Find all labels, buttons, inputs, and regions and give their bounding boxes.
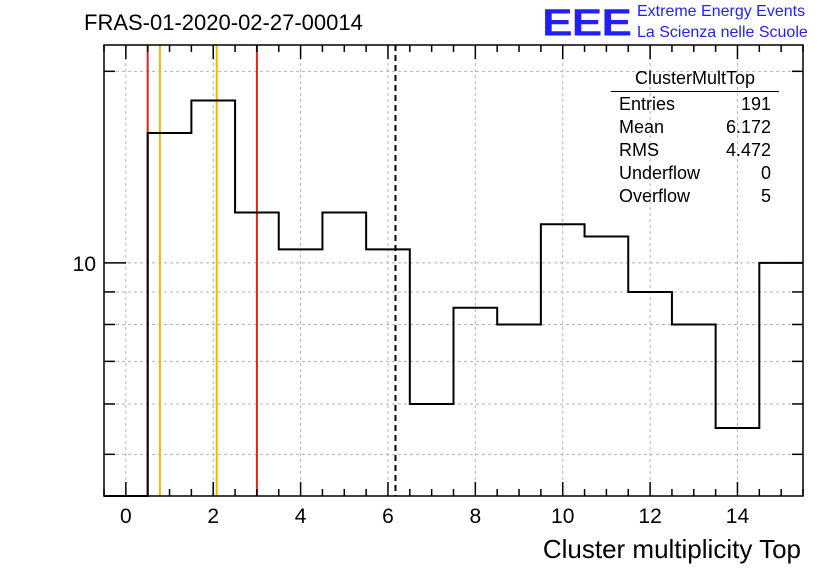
stats-label: RMS [619, 140, 659, 160]
stats-value: 6.172 [725, 117, 771, 137]
logo-line-1: Extreme Energy Events [637, 3, 806, 20]
stats-row-overflow: Overflow 5 [611, 185, 779, 208]
stats-row-underflow: Underflow 0 [611, 162, 779, 185]
x-tick-label: 8 [470, 505, 482, 528]
y-tick-labels: 10 [73, 253, 96, 276]
plot-frame [103, 44, 804, 497]
marker-lines [146, 45, 397, 496]
logo-line-2: La Scienza nelle Scuole [637, 24, 808, 41]
stats-label: Underflow [619, 163, 701, 183]
x-tick-label: 6 [382, 505, 394, 528]
stats-value: 0 [760, 163, 771, 183]
y-tick-label: 10 [73, 253, 96, 276]
stats-title: ClusterMultTop [611, 68, 779, 92]
x-tick-label: 4 [295, 505, 307, 528]
histogram-outline [104, 99, 803, 497]
stats-value: 4.472 [725, 140, 771, 160]
stats-value: 191 [740, 94, 771, 114]
page-title: FRAS-01-2020-02-27-00014 [84, 10, 363, 35]
stats-label: Entries [619, 94, 676, 114]
stats-value: 5 [760, 186, 771, 206]
stats-label: Overflow [619, 186, 691, 206]
x-tick-label: 12 [638, 505, 661, 528]
stats-row-mean: Mean 6.172 [611, 116, 779, 139]
x-axis-title: Cluster multiplicity Top [543, 534, 801, 564]
x-tick-label: 10 [551, 505, 574, 528]
stats-box: ClusterMultTop Entries 191 Mean 6.172 RM… [611, 68, 779, 208]
x-tick-labels: 0 2 4 6 8 10 12 14 [120, 505, 749, 528]
x-tick-label: 14 [726, 505, 750, 528]
stats-row-rms: RMS 4.472 [611, 139, 779, 162]
stats-label: Mean [619, 117, 665, 137]
x-tick-label: 0 [120, 505, 132, 528]
eee-logo: EEE [542, 0, 632, 44]
x-tick-label: 2 [207, 505, 219, 528]
stats-row-entries: Entries 191 [611, 93, 779, 116]
